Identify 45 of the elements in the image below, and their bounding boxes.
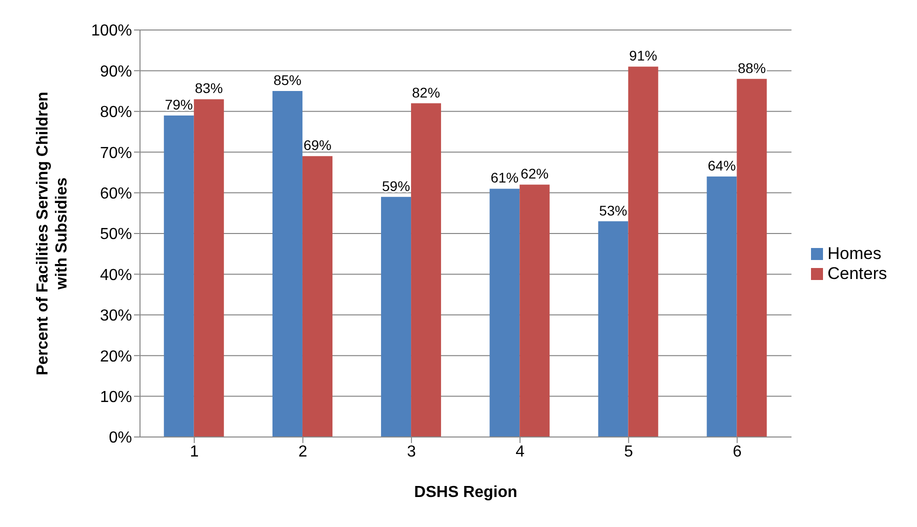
- y-tick-label: 40%: [100, 266, 132, 284]
- y-tick-label: 20%: [100, 348, 132, 366]
- x-tick-label: 1: [190, 443, 199, 460]
- bar: [520, 184, 550, 437]
- legend-label: Centers: [827, 264, 887, 282]
- bar: [598, 221, 628, 437]
- data-label: 69%: [303, 137, 332, 154]
- legend-label: Homes: [827, 244, 882, 262]
- y-tick-label: 90%: [100, 63, 132, 80]
- bar: [490, 188, 520, 437]
- bar: [736, 78, 767, 437]
- bar: [706, 176, 737, 437]
- y-tick-label: 100%: [91, 22, 132, 40]
- bar: [628, 66, 658, 437]
- x-axis-title: DSHS Region: [414, 484, 518, 501]
- x-tick-label: 6: [732, 443, 742, 460]
- y-tick-label: 60%: [100, 185, 132, 202]
- data-label: 59%: [382, 178, 410, 194]
- x-tick-label: 3: [406, 443, 416, 460]
- data-label: 82%: [412, 84, 440, 100]
- y-tick-label: 50%: [100, 226, 132, 244]
- x-tick-label: 5: [624, 443, 634, 460]
- data-label: 64%: [708, 158, 736, 174]
- bar: [164, 115, 194, 437]
- y-tick-label: 30%: [100, 308, 132, 325]
- data-label: 88%: [738, 60, 766, 76]
- y-tick-label: 10%: [100, 388, 132, 406]
- data-label: 83%: [194, 80, 223, 96]
- x-tick-label: 2: [298, 443, 308, 460]
- bar: [381, 196, 412, 437]
- data-label: 53%: [599, 202, 628, 218]
- y-axis-title: Percent of Facilities Serving Children with Subsidies: [34, 92, 70, 376]
- bar: [194, 99, 224, 437]
- bar: [302, 156, 332, 437]
- data-label: 91%: [629, 48, 658, 64]
- x-tick-label: 4: [516, 443, 525, 460]
- y-tick-label: 70%: [100, 144, 132, 162]
- data-label: 85%: [273, 72, 302, 88]
- y-tick-label: 80%: [100, 104, 132, 122]
- data-label: 61%: [490, 170, 519, 186]
- bar: [411, 103, 442, 437]
- y-tick-label: 0%: [108, 430, 132, 447]
- data-label: 79%: [164, 96, 193, 112]
- bar: [272, 91, 302, 437]
- data-label: 62%: [520, 166, 549, 182]
